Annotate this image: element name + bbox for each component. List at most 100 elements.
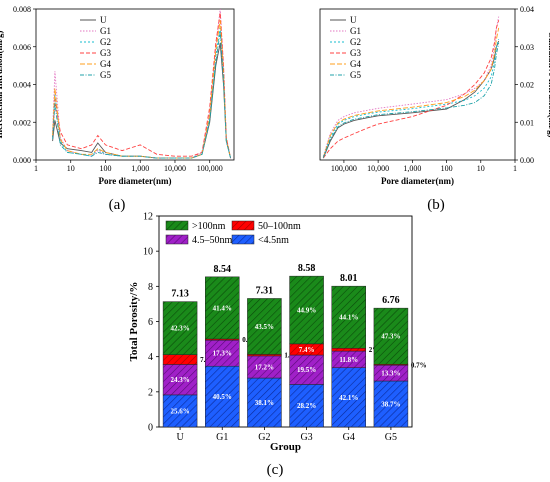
plot-frame bbox=[35, 8, 235, 161]
x-tick-label: 10,000 bbox=[164, 164, 186, 173]
legend-label: 4.5–50nm bbox=[192, 235, 233, 246]
bar-segment-G4-0 bbox=[331, 367, 366, 428]
segment-label: 17.2% bbox=[255, 363, 274, 371]
y-axis-label: Cumulative Intrusion(ml/g) bbox=[547, 31, 550, 137]
y-tick-label: 0.02 bbox=[520, 81, 534, 90]
y-tick-label: 0.03 bbox=[520, 43, 534, 52]
bar-total-label: 7.13 bbox=[171, 289, 189, 300]
panel-label-c: (c) bbox=[267, 462, 284, 478]
y-axis-label: Total Porosity/% bbox=[128, 282, 140, 362]
bar-segment-G1-1 bbox=[205, 339, 240, 367]
panel-label-b: (b) bbox=[427, 197, 445, 213]
segment-label: 42.1% bbox=[339, 394, 358, 402]
segment-label: 43.5% bbox=[255, 323, 274, 331]
segment-label: 25.6% bbox=[170, 407, 189, 415]
legend-label-U: U bbox=[100, 15, 107, 25]
bar-segment-U-2 bbox=[162, 354, 198, 365]
x-tick-label: 100,000 bbox=[331, 164, 357, 173]
bar-segment-G1-3 bbox=[205, 276, 240, 340]
x-tick-label: U bbox=[176, 432, 184, 443]
bar-segment-G5-3 bbox=[373, 307, 409, 365]
segment-label: 24.3% bbox=[170, 376, 189, 384]
series-line-G5 bbox=[52, 31, 232, 159]
series-line-G2 bbox=[52, 27, 232, 159]
legend-label-G5: G5 bbox=[100, 70, 111, 80]
y-tick-label: 6 bbox=[148, 317, 153, 328]
segment-label: 19.5% bbox=[297, 366, 316, 374]
x-tick-label: 10 bbox=[67, 164, 75, 173]
series-line-G3 bbox=[322, 20, 500, 159]
legend-label-G4: G4 bbox=[100, 59, 111, 69]
bar-segment-U-0 bbox=[162, 394, 198, 428]
legend-swatch bbox=[231, 234, 255, 245]
x-tick-label: G5 bbox=[385, 432, 397, 443]
x-tick-label: G1 bbox=[216, 432, 228, 443]
legend-label-G2: G2 bbox=[350, 37, 361, 47]
y-axis-label: Incremental Intrusion(ml/g) bbox=[0, 30, 4, 138]
y-tick-label: 0 bbox=[148, 423, 153, 434]
segment-label: 40.5% bbox=[213, 393, 232, 401]
legend-label: <4.5nm bbox=[258, 235, 289, 246]
legend-label: >100nm bbox=[192, 221, 226, 232]
bar-segment-G2-0 bbox=[247, 377, 282, 428]
segment-label: 44.1% bbox=[339, 314, 358, 322]
panel-label-a: (a) bbox=[109, 197, 126, 213]
bar-total-label: 6.76 bbox=[382, 295, 400, 306]
y-tick-label: 0.00 bbox=[520, 156, 534, 165]
x-tick-label: G3 bbox=[300, 432, 312, 443]
bar-segment-U-3 bbox=[162, 301, 198, 355]
x-axis-label: Pore diameter(nm) bbox=[381, 176, 454, 186]
y-tick-label: 2 bbox=[148, 387, 153, 398]
y-tick-label: 0.004 bbox=[13, 81, 31, 90]
series-line-G2 bbox=[322, 39, 500, 158]
segment-label: 17.3% bbox=[213, 350, 232, 358]
legend-label-G3: G3 bbox=[100, 48, 111, 58]
legend-swatch bbox=[165, 220, 189, 231]
x-tick-label: 1 bbox=[513, 164, 517, 173]
y-tick-label: 0.000 bbox=[13, 156, 31, 165]
series-line-G4 bbox=[52, 20, 232, 159]
x-tick-label: 100,000 bbox=[197, 164, 223, 173]
x-axis-label: Group bbox=[270, 441, 301, 453]
legend-label-G2: G2 bbox=[100, 37, 111, 47]
series-line-G1 bbox=[52, 8, 232, 159]
y-tick-label: 0.006 bbox=[13, 43, 31, 52]
x-tick-label: 1,000 bbox=[403, 164, 421, 173]
segment-label: 44.9% bbox=[297, 307, 316, 315]
x-tick-label: 10 bbox=[477, 164, 485, 173]
legend-label-G1: G1 bbox=[100, 26, 111, 36]
x-tick-label: G2 bbox=[258, 432, 270, 443]
y-tick-label: 10 bbox=[143, 247, 153, 258]
bar-total-label: 8.01 bbox=[340, 273, 358, 284]
segment-label: 41.4% bbox=[213, 304, 232, 312]
chart-b-cumulative-intrusion: 100,000 10,000 1,000 100 10 10.00 0.01 0.02 0.03… bbox=[319, 5, 550, 186]
bar-segment-G1-0 bbox=[205, 365, 240, 428]
segment-label: 11.8% bbox=[339, 356, 358, 364]
legend-label-G4: G4 bbox=[350, 59, 361, 69]
bar-segment-G3-3 bbox=[289, 275, 324, 345]
y-tick-label: 4 bbox=[148, 352, 153, 363]
bar-total-label: 8.58 bbox=[298, 263, 316, 274]
series-line-G4 bbox=[322, 27, 500, 158]
x-tick-label: 100 bbox=[441, 164, 453, 173]
segment-label: 38.1% bbox=[255, 399, 274, 407]
legend-swatch bbox=[165, 234, 189, 245]
x-tick-label: G4 bbox=[343, 432, 355, 443]
legend-label-G3: G3 bbox=[350, 48, 361, 58]
segment-label: 13.3% bbox=[381, 370, 400, 378]
chart-c-total-porosity: 0 2 4 6 8 10 12 Group Total Porosity/% 25.6% 24.3%… bbox=[128, 212, 427, 454]
segment-label: 0.7% bbox=[411, 361, 427, 369]
legend-label-G1: G1 bbox=[350, 26, 361, 36]
segment-label: 42.3% bbox=[170, 325, 189, 333]
x-axis-label: Pore diameter(nm) bbox=[98, 176, 171, 186]
y-tick-label: 0.01 bbox=[520, 118, 534, 127]
x-tick-label: 10,000 bbox=[367, 164, 389, 173]
bar-segment-G5-0 bbox=[373, 380, 409, 428]
x-tick-label: 1 bbox=[34, 164, 38, 173]
series-line-G1 bbox=[322, 16, 500, 157]
bar-segment-G3-0 bbox=[289, 384, 324, 428]
bar-segment-G4-2 bbox=[331, 348, 366, 352]
bar-segment-G2-3 bbox=[247, 298, 282, 355]
segment-label: 7.4% bbox=[299, 346, 315, 354]
